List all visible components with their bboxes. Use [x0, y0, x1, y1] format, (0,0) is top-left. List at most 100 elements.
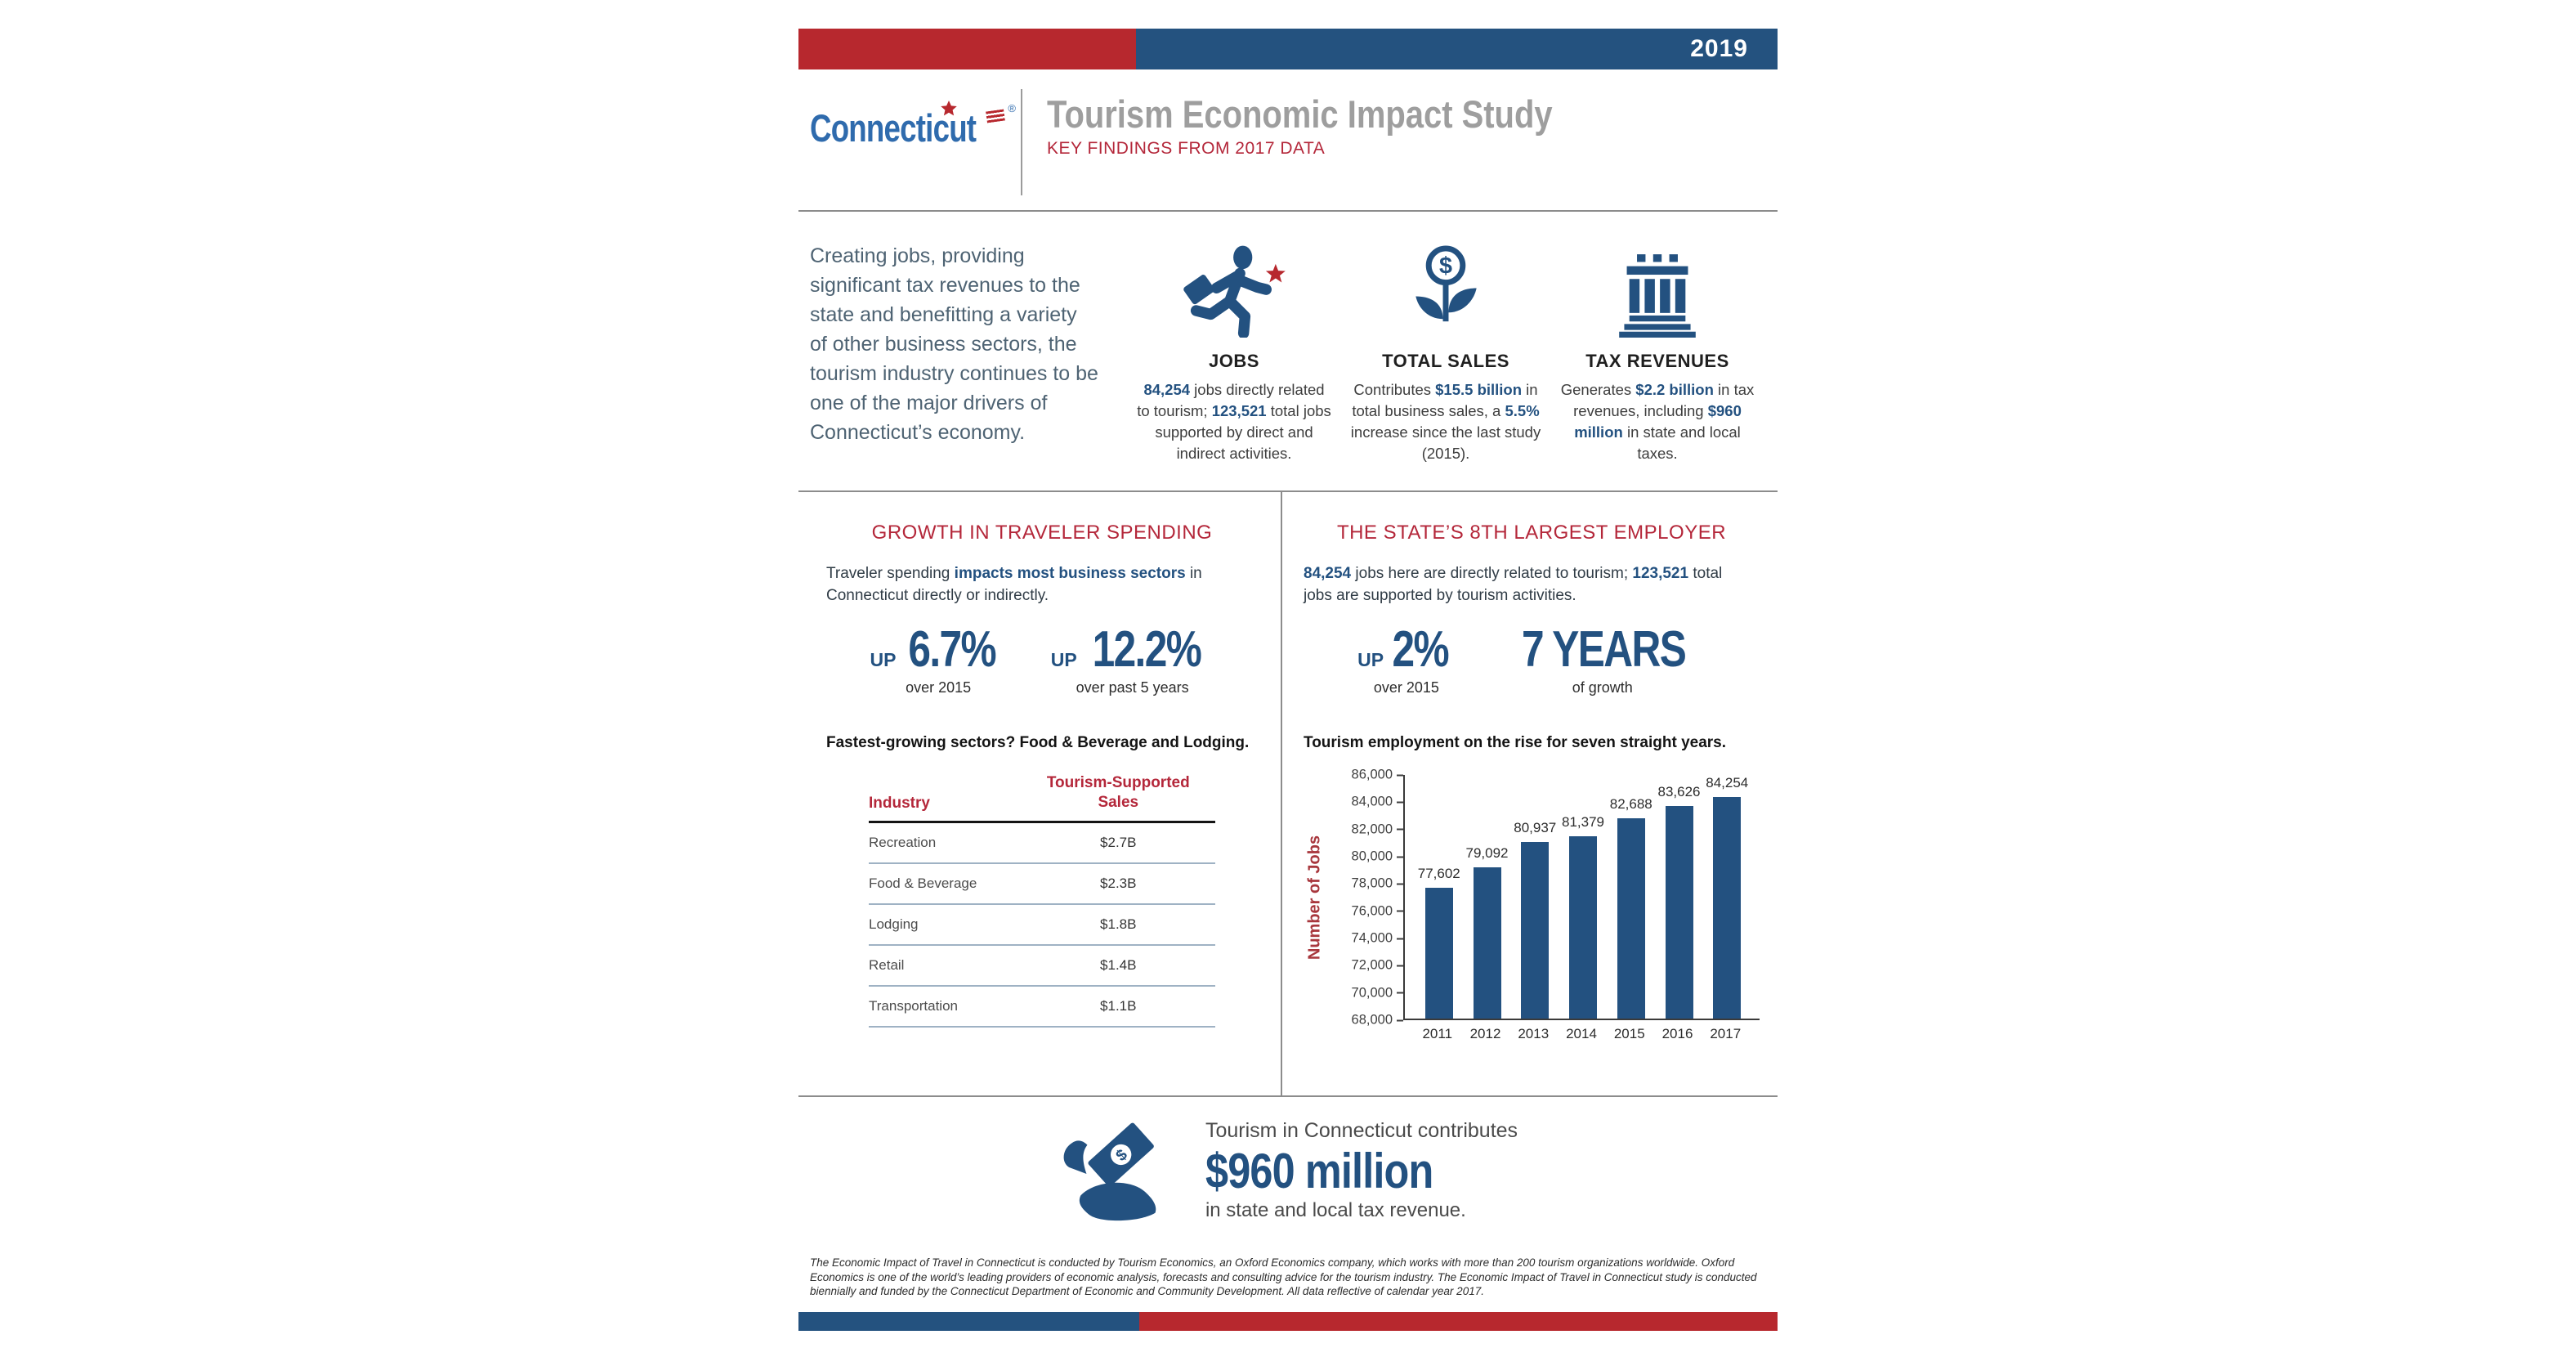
header: Connecticut ® Tourism Economic Impact St… [798, 69, 1778, 210]
y-tick-label: 74,000 [1352, 931, 1403, 947]
table-row: Recreation $2.7B [869, 823, 1215, 864]
top-bar-red-segment [798, 29, 1137, 69]
employer-stats-row: UP 2% over 2015 7 YEARS of growth [1304, 625, 1760, 696]
chart-y-axis-title: Number of Jobs [1305, 835, 1324, 961]
sales-cell: $1.1B [1100, 998, 1137, 1014]
x-tick-label: 2012 [1469, 1026, 1501, 1041]
section-rule [798, 490, 1778, 492]
stat-card-description: 84,254 jobs directly related to tourism;… [1137, 381, 1331, 462]
column-header-industry: Industry [869, 795, 930, 812]
callout-text: Tourism in Connecticut contributes $960 … [1205, 1119, 1518, 1222]
running-businessman-icon [1172, 241, 1296, 338]
bar-2013 [1521, 842, 1550, 1019]
connecticut-logo: Connecticut ® [810, 101, 1016, 150]
spending-table-header: Industry Tourism-Supported Sales [869, 773, 1215, 823]
industry-cell: Lodging [869, 916, 919, 932]
x-tick-label: 2013 [1518, 1026, 1550, 1041]
chart-x-axis: 2011 2012 2013 2014 2015 2016 2017 [1403, 1020, 1760, 1045]
stat-card-title: TAX REVENUES [1585, 351, 1729, 371]
y-tick-label: 86,000 [1352, 768, 1403, 783]
industry-cell: Transportation [869, 998, 958, 1014]
stat-up-2: UP 2% over 2015 [1357, 625, 1456, 696]
sales-cell: $1.4B [1100, 957, 1137, 973]
top-color-bar: 2019 [798, 29, 1778, 69]
bar-2015 [1617, 818, 1645, 1019]
dollar-plant-icon: $ [1405, 241, 1487, 338]
bar-2011 [1424, 887, 1453, 1019]
column-paragraph: 84,254 jobs here are directly related to… [1304, 565, 1723, 604]
table-row: Lodging $1.8B [869, 905, 1215, 946]
stat-card-title: JOBS [1209, 351, 1259, 371]
chart-plot: 77,602 79,092 80,937 81,379 82,688 83,626 84,2… [1403, 775, 1760, 1020]
star-icon [1265, 263, 1286, 283]
column-heading: GROWTH IN TRAVELER SPENDING [871, 522, 1213, 544]
bar-value-label: 77,602 [1417, 865, 1460, 881]
x-tick-label: 2016 [1661, 1026, 1693, 1041]
y-tick-label: 76,000 [1352, 903, 1403, 919]
bar-2014 [1569, 836, 1597, 1019]
y-tick-label: 82,000 [1352, 822, 1403, 837]
stat-value: 6.7% [908, 621, 997, 678]
employment-bar-chart: Number of Jobs 86,000 84,000 82,000 80,000 7… [1304, 768, 1760, 1045]
section-rule [798, 1095, 1778, 1097]
column-paragraph: Traveler spending impacts most business … [826, 565, 1202, 604]
y-tick-label: 68,000 [1352, 1013, 1403, 1028]
spending-stats-row: UP 6.7% over 2015 UP 12.2% over past 5 y… [826, 625, 1258, 696]
stat-card-tax-revenues: TAX REVENUES Generates $2.2 billion in t… [1559, 241, 1755, 464]
header-divider [1021, 89, 1022, 195]
stat-cards: JOBS 84,254 jobs directly related to tou… [1099, 241, 1771, 464]
stat-value: 7 YEARS [1521, 621, 1687, 678]
star-icon [941, 101, 957, 116]
y-tick-label: 80,000 [1352, 849, 1403, 865]
bar-2016 [1665, 805, 1693, 1019]
x-tick-label: 2011 [1422, 1026, 1453, 1041]
callout-line2: in state and local tax revenue. [1205, 1199, 1466, 1221]
stat-card-description: Contributes $15.5 billion in total busin… [1350, 381, 1541, 462]
stat-value: 12.2% [1092, 621, 1201, 678]
table-row: Food & Beverage $2.3B [869, 864, 1215, 905]
table-row: Transportation $1.1B [869, 987, 1215, 1028]
x-tick-label: 2014 [1566, 1026, 1597, 1041]
bar-value-label: 82,688 [1609, 796, 1652, 813]
chart-y-axis: 86,000 84,000 82,000 80,000 78,000 76,000 74,0… [1333, 768, 1403, 1028]
stat-7-years: 7 YEARS of growth [1500, 625, 1706, 696]
sales-cell: $2.3B [1100, 876, 1137, 891]
intro-section: Creating jobs, providing significant tax… [798, 212, 1778, 490]
bar-value-label: 79,092 [1465, 845, 1509, 862]
column-heading: THE STATE’S 8TH LARGEST EMPLOYER [1336, 522, 1727, 544]
bottom-bar-red-segment [1138, 1311, 1778, 1331]
industry-cell: Retail [869, 957, 905, 973]
table-lead-text: Fastest-growing sectors? Food & Beverage… [826, 734, 1250, 751]
bar-2012 [1473, 867, 1501, 1019]
y-tick-label: 72,000 [1352, 958, 1403, 974]
stat-card-description: Generates $2.2 billion in tax revenues, … [1560, 381, 1755, 462]
bar-2017 [1713, 797, 1742, 1019]
y-tick-label: 78,000 [1352, 876, 1403, 892]
industry-cell: Recreation [869, 835, 937, 850]
industry-cell: Food & Beverage [869, 876, 977, 891]
column-header-sales: Tourism-Supported Sales [1046, 774, 1190, 811]
chart-main: 77,602 79,092 80,937 81,379 82,688 83,626 84,2… [1403, 775, 1760, 1045]
x-tick-label: 2015 [1613, 1026, 1645, 1041]
employer-column: THE STATE’S 8TH LARGEST EMPLOYER 84,254 … [1281, 492, 1778, 1095]
title-block: Tourism Economic Impact Study KEY FINDIN… [1047, 87, 1642, 159]
bottom-color-bar [798, 1311, 1778, 1331]
stat-up-12-2: UP 12.2% over past 5 years [1051, 625, 1214, 696]
stat-up-6-7: UP 6.7% over 2015 [870, 625, 1006, 696]
columns-section: GROWTH IN TRAVELER SPENDING Traveler spe… [798, 492, 1778, 1095]
y-tick-label: 84,000 [1352, 795, 1403, 810]
sales-cell: $2.7B [1100, 835, 1137, 850]
stat-card-jobs: JOBS 84,254 jobs directly related to tou… [1136, 241, 1332, 464]
sales-cell: $1.8B [1100, 916, 1137, 932]
stat-caption: over 2015 [906, 679, 972, 696]
callout-line1: Tourism in Connecticut contributes [1205, 1119, 1518, 1142]
year-badge: 2019 [1690, 35, 1748, 62]
traveler-spending-column: GROWTH IN TRAVELER SPENDING Traveler spe… [798, 492, 1281, 1095]
intro-paragraph: Creating jobs, providing significant tax… [810, 244, 1098, 444]
logo-wordmark: Connecticut [810, 106, 977, 150]
spending-table: Industry Tourism-Supported Sales Recreat… [869, 773, 1215, 1028]
section-rule [798, 210, 1778, 212]
disclaimer-text: The Economic Impact of Travel in Connect… [810, 1256, 1757, 1297]
table-row: Retail $1.4B [869, 946, 1215, 987]
stat-value: 2% [1392, 621, 1450, 678]
